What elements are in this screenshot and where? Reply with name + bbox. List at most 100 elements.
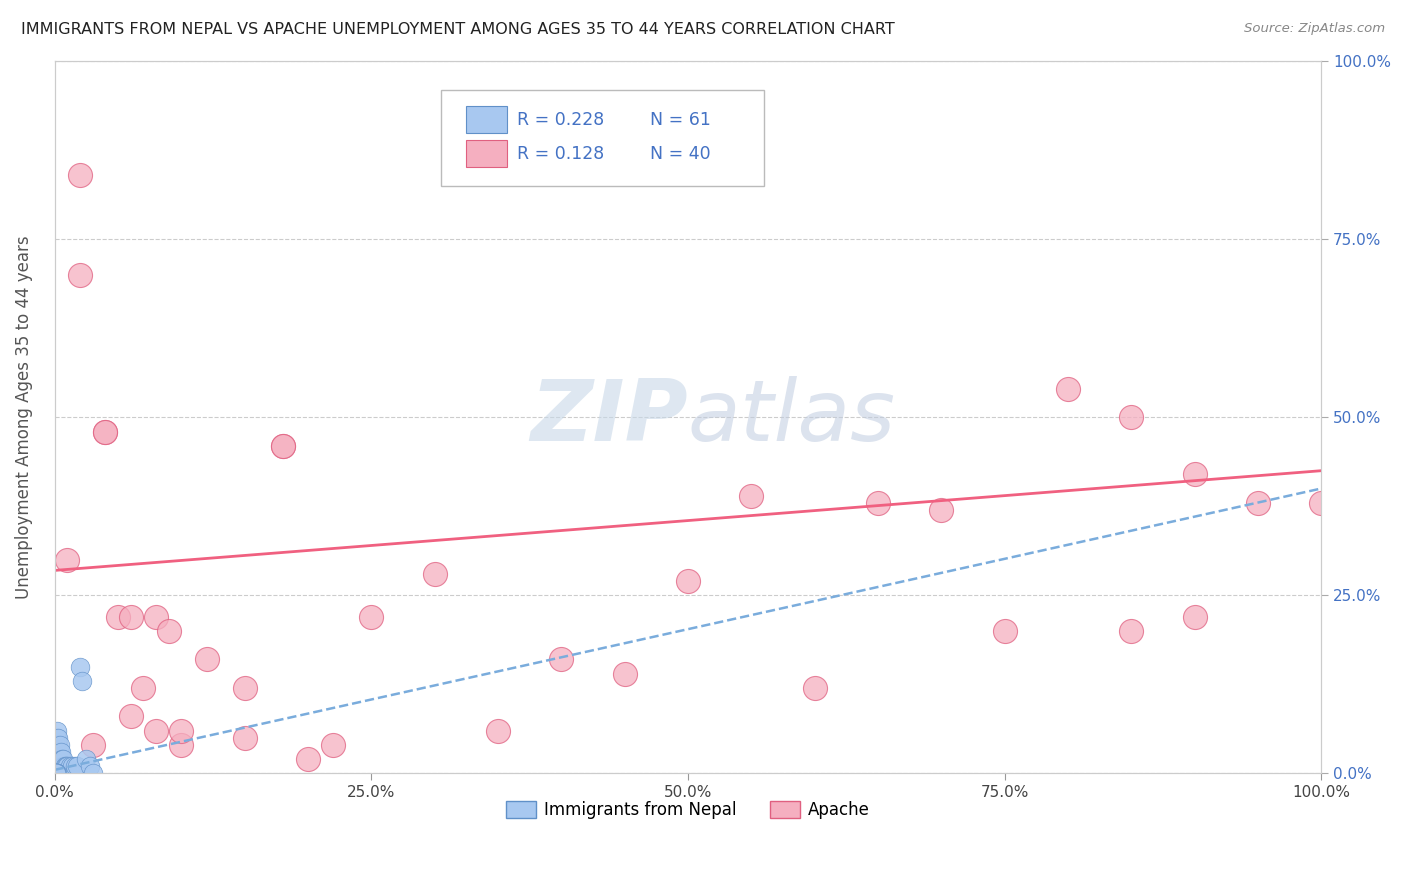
Point	[79, 759, 101, 773]
Point	[1057, 382, 1080, 396]
Point	[145, 609, 167, 624]
Point	[1247, 496, 1270, 510]
Point	[46, 723, 69, 738]
Text: Source: ZipAtlas.com: Source: ZipAtlas.com	[1244, 22, 1385, 36]
Point	[120, 609, 142, 624]
Point	[120, 709, 142, 723]
Point	[322, 738, 344, 752]
Point	[49, 759, 72, 773]
Point	[46, 738, 69, 752]
Point	[46, 766, 69, 780]
Point	[107, 609, 129, 624]
Point	[62, 766, 84, 780]
Point	[49, 745, 72, 759]
Point	[45, 759, 67, 773]
Point	[51, 766, 73, 780]
Point	[48, 738, 70, 752]
Point	[1310, 496, 1333, 510]
Point	[94, 425, 117, 439]
Point	[550, 652, 572, 666]
Point	[48, 766, 70, 780]
Point	[53, 766, 76, 780]
Point	[993, 624, 1015, 638]
Text: N = 40: N = 40	[650, 145, 710, 162]
Point	[60, 759, 83, 773]
Point	[56, 766, 79, 780]
Point	[45, 766, 67, 780]
Point	[51, 752, 73, 766]
Point	[55, 766, 77, 780]
Point	[46, 745, 69, 759]
Point	[45, 752, 67, 766]
Point	[929, 503, 952, 517]
Point	[271, 439, 294, 453]
Point	[45, 731, 67, 745]
Point	[45, 766, 67, 780]
Point	[82, 738, 104, 752]
FancyBboxPatch shape	[467, 140, 506, 168]
Point	[45, 766, 67, 780]
Point	[49, 766, 72, 780]
Point	[740, 489, 762, 503]
Point	[45, 766, 67, 780]
Point	[58, 766, 80, 780]
Point	[1121, 624, 1143, 638]
Point	[45, 766, 67, 780]
Point	[132, 681, 155, 695]
Point	[157, 624, 180, 638]
Point	[53, 759, 76, 773]
Point	[46, 738, 69, 752]
Point	[48, 752, 70, 766]
Point	[233, 731, 256, 745]
FancyBboxPatch shape	[467, 106, 506, 133]
Point	[1184, 609, 1206, 624]
Point	[46, 752, 69, 766]
Legend: Immigrants from Nepal, Apache: Immigrants from Nepal, Apache	[499, 794, 877, 826]
Point	[170, 723, 193, 738]
Point	[297, 752, 319, 766]
Point	[45, 745, 67, 759]
Point	[49, 752, 72, 766]
Point	[486, 723, 509, 738]
Point	[46, 752, 69, 766]
Point	[56, 759, 79, 773]
Point	[45, 766, 67, 780]
Point	[51, 759, 73, 773]
Point	[676, 574, 699, 588]
Point	[46, 731, 69, 745]
Point	[75, 752, 97, 766]
Point	[866, 496, 889, 510]
Point	[1184, 467, 1206, 482]
Point	[94, 425, 117, 439]
Point	[803, 681, 825, 695]
Point	[52, 759, 75, 773]
Point	[45, 766, 67, 780]
Point	[45, 766, 67, 780]
Point	[46, 759, 69, 773]
Point	[55, 759, 77, 773]
Point	[46, 759, 69, 773]
FancyBboxPatch shape	[441, 89, 763, 186]
Point	[46, 745, 69, 759]
Text: IMMIGRANTS FROM NEPAL VS APACHE UNEMPLOYMENT AMONG AGES 35 TO 44 YEARS CORRELATI: IMMIGRANTS FROM NEPAL VS APACHE UNEMPLOY…	[21, 22, 894, 37]
Point	[66, 759, 89, 773]
Point	[1121, 410, 1143, 425]
Point	[48, 759, 70, 773]
Point	[52, 752, 75, 766]
Point	[69, 268, 91, 282]
Point	[46, 731, 69, 745]
Point	[69, 659, 91, 673]
Point	[145, 723, 167, 738]
Point	[45, 738, 67, 752]
Point	[46, 766, 69, 780]
Point	[271, 439, 294, 453]
Point	[59, 759, 82, 773]
Point	[613, 666, 636, 681]
Point	[170, 738, 193, 752]
Text: R = 0.228: R = 0.228	[517, 111, 605, 128]
Point	[195, 652, 218, 666]
Point	[52, 766, 75, 780]
Text: ZIP: ZIP	[530, 376, 688, 458]
Point	[360, 609, 382, 624]
Point	[233, 681, 256, 695]
